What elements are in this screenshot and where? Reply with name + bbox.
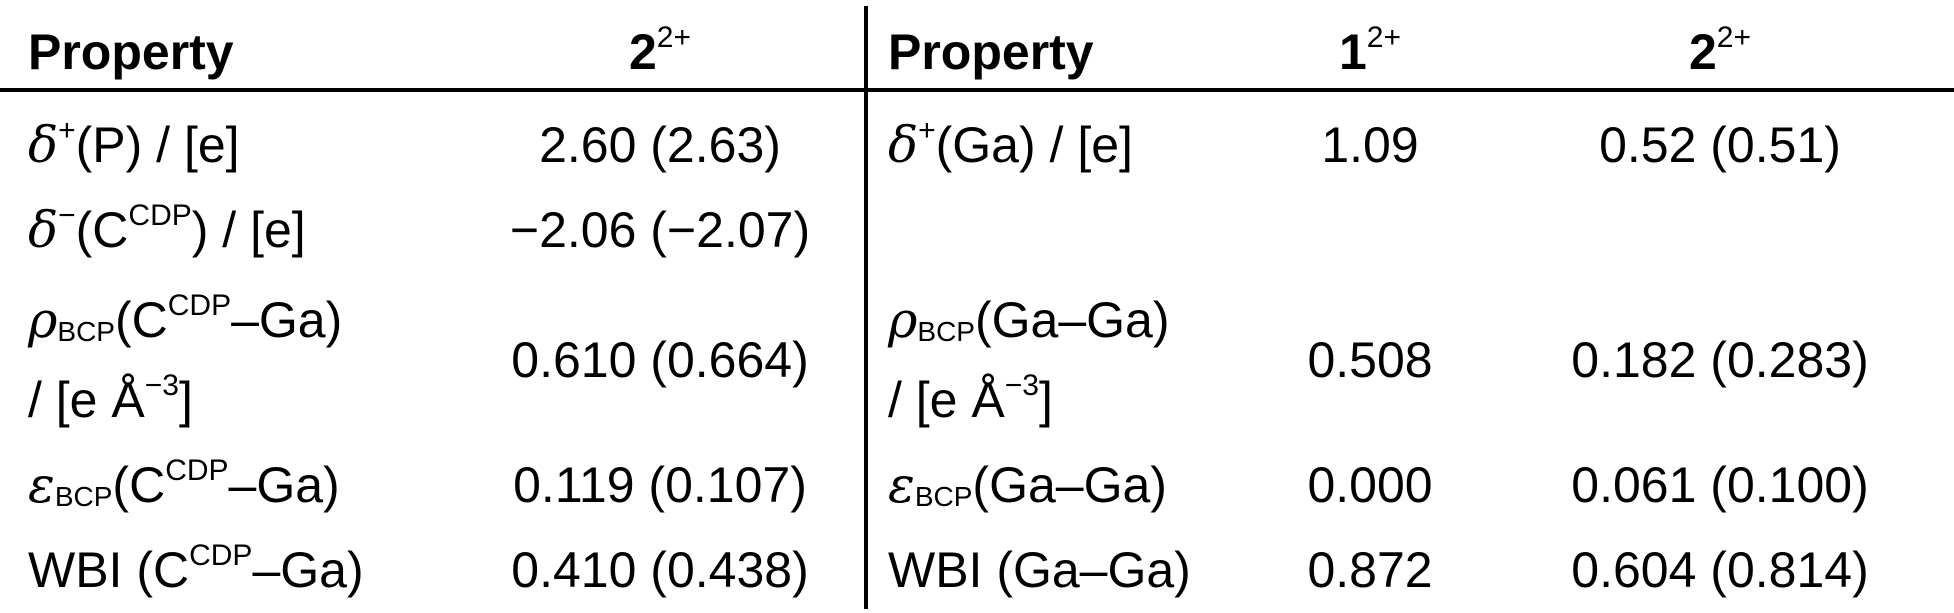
- left-row-epsilon-label: εBCP(CCDP–Ga): [28, 455, 340, 527]
- rho-symbol: ρ: [28, 291, 58, 349]
- compound-charge: 2+: [1366, 21, 1402, 54]
- delta-symbol: δ: [888, 116, 919, 174]
- left-row-wbi-value: 0.410 (0.438): [511, 542, 809, 598]
- left-row-epsilon-value: 0.119 (0.107): [513, 457, 807, 513]
- property-text: (C: [114, 292, 168, 348]
- superscript: −3: [144, 369, 179, 402]
- right-row-charge-ga-value-2: 0.52 (0.51): [1599, 117, 1841, 173]
- right-header-compound-1: 12+: [1290, 22, 1450, 82]
- epsilon-symbol: ε: [28, 456, 55, 514]
- property-text: (C: [112, 457, 166, 513]
- right-row-rho-value-1: 0.508: [1307, 332, 1433, 388]
- property-text: –Ga): [231, 292, 343, 348]
- subscript: BCP: [57, 316, 115, 347]
- right-row-wbi-label: WBI (Ga–Ga): [888, 542, 1191, 598]
- left-row-rho-unit: / [e Å−3]: [28, 370, 193, 430]
- right-row-wbi-value-1: 0.872: [1307, 542, 1433, 598]
- subscript: BCP: [914, 481, 973, 512]
- property-text: –Ga): [228, 457, 340, 513]
- left-row-rho-label: ρBCP(CCDP–Ga): [28, 290, 342, 362]
- header-rule: [0, 88, 1954, 92]
- delta-symbol: δ: [28, 201, 59, 259]
- right-header-property: Property: [888, 24, 1094, 80]
- left-row-rho-value: 0.610 (0.664): [511, 332, 809, 388]
- compound-number: 1: [1338, 24, 1367, 80]
- charge-sign: +: [58, 114, 76, 147]
- right-row-rho-label: ρBCP(Ga–Ga): [888, 290, 1170, 362]
- left-header-compound-2: 22+: [500, 22, 820, 82]
- superscript: CDP: [128, 199, 192, 232]
- left-row-charge-p-value: 2.60 (2.63): [539, 117, 781, 173]
- left-row-charge-p-label: δ+(P) / [e]: [28, 115, 240, 175]
- superscript: CDP: [165, 454, 229, 487]
- property-text: ) / [e]: [191, 202, 306, 258]
- right-row-charge-ga-label: δ+(Ga) / [e]: [888, 115, 1133, 175]
- unit-text: / [e Å: [28, 372, 145, 428]
- left-header-property: Property: [28, 24, 234, 80]
- compound-charge: 2+: [1716, 21, 1752, 54]
- compound-charge: 2+: [656, 21, 692, 54]
- superscript: −3: [1004, 369, 1039, 402]
- property-text: –Ga): [252, 542, 364, 598]
- charge-sign: +: [918, 114, 936, 147]
- right-row-epsilon-value-2: 0.061 (0.100): [1571, 457, 1869, 513]
- superscript: CDP: [167, 289, 232, 322]
- epsilon-symbol: ε: [888, 456, 915, 514]
- delta-symbol: δ: [28, 116, 59, 174]
- right-row-rho-unit: / [e Å−3]: [888, 370, 1053, 430]
- property-text: (P) / [e]: [75, 117, 240, 173]
- property-text: (C: [75, 202, 129, 258]
- property-text: WBI (C: [28, 542, 190, 598]
- rho-symbol: ρ: [888, 291, 918, 349]
- right-row-epsilon-label: εBCP(Ga–Ga): [888, 455, 1167, 527]
- left-row-charge-c-value: −2.06 (−2.07): [509, 202, 811, 258]
- unit-text: / [e Å: [888, 372, 1005, 428]
- left-row-wbi-label: WBI (CCDP–Ga): [28, 540, 364, 600]
- column-divider: [864, 6, 868, 609]
- right-row-wbi-value-2: 0.604 (0.814): [1571, 542, 1869, 598]
- compound-number: 2: [1688, 24, 1717, 80]
- superscript: CDP: [189, 539, 253, 572]
- right-row-charge-ga-value-1: 1.09: [1321, 117, 1419, 173]
- charge-sign: −: [58, 199, 76, 232]
- property-text: (Ga–Ga): [972, 457, 1167, 513]
- subscript: BCP: [54, 481, 113, 512]
- right-row-rho-value-2: 0.182 (0.283): [1571, 332, 1869, 388]
- right-row-epsilon-value-1: 0.000: [1307, 457, 1433, 513]
- unit-text: ]: [1038, 372, 1053, 428]
- compound-number: 2: [628, 24, 657, 80]
- property-text: (Ga–Ga): [974, 292, 1170, 348]
- left-row-charge-c-label: δ−(CCDP) / [e]: [28, 200, 306, 260]
- unit-text: ]: [178, 372, 193, 428]
- subscript: BCP: [917, 316, 975, 347]
- property-text: (Ga) / [e]: [935, 117, 1133, 173]
- right-header-compound-2: 22+: [1560, 22, 1880, 82]
